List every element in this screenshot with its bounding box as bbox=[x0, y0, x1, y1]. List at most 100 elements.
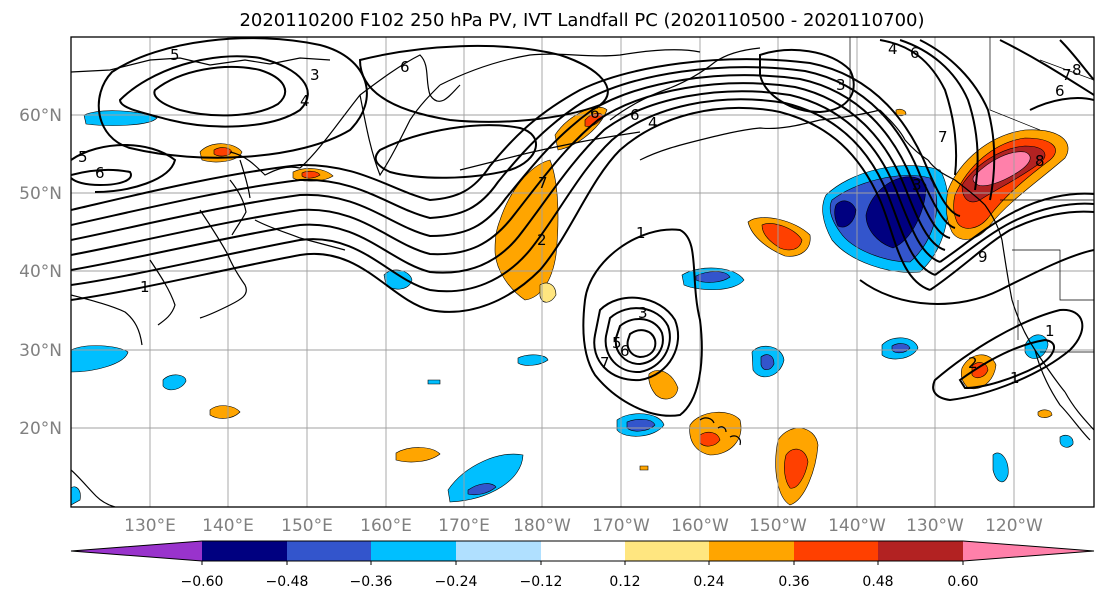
latitude-label: 20°N bbox=[19, 419, 62, 439]
colorbar-tick-label: −0.24 bbox=[435, 574, 478, 590]
colorbar-swatch bbox=[287, 541, 371, 561]
colorbar-tick-label: 0.24 bbox=[693, 574, 724, 590]
contour-label: 3 bbox=[310, 66, 320, 84]
contour-ridge-1 bbox=[929, 210, 1094, 291]
colorbar-tick-label: 0.12 bbox=[609, 574, 640, 590]
contour-label: 7 bbox=[1062, 66, 1072, 84]
pos-anomaly-pnw-pink bbox=[972, 151, 1031, 187]
contour-cutoff-2 bbox=[604, 307, 671, 374]
colorbar bbox=[70, 540, 1095, 562]
colorbar-swatch bbox=[371, 541, 456, 561]
colorbar-tick-labels: −0.60 −0.48 −0.36 −0.24 −0.12 0.12 0.24 0.36 0.4… bbox=[181, 561, 979, 590]
contour-label: 8 bbox=[1035, 152, 1045, 170]
colorbar-swatch bbox=[709, 541, 794, 561]
map-title: 2020110200 F102 250 hPa PV, IVT Landfall… bbox=[239, 10, 924, 31]
contour-ridge-7 bbox=[1029, 97, 1094, 111]
contour-alaska-trough-1 bbox=[759, 49, 855, 114]
contour-label-layer: 5 3 6 4 6 5 6 4 6 3 6 7 6 8 8 7 7 4 2 1 … bbox=[78, 40, 1082, 387]
contour-label: 4 bbox=[888, 40, 898, 58]
border-canada-1 bbox=[989, 37, 1041, 131]
contour-ridge-5 bbox=[999, 39, 1094, 96]
contour-label: 6 bbox=[910, 44, 920, 62]
coast-alaska-west bbox=[609, 47, 761, 121]
colorbar-swatch bbox=[71, 541, 202, 561]
neg-anomaly-small-5 bbox=[1059, 434, 1074, 448]
map-frame bbox=[70, 36, 1095, 508]
border-states-1 bbox=[1012, 249, 1094, 301]
colorbar-tick-label: −0.60 bbox=[181, 574, 224, 590]
contour-label: 8 bbox=[1072, 61, 1082, 79]
colorbar-tick-label: −0.48 bbox=[266, 574, 309, 590]
longitude-label: 180°W bbox=[513, 516, 571, 536]
coast-baja bbox=[1034, 349, 1091, 441]
longitude-label: 120°W bbox=[985, 516, 1043, 536]
latitude-label: 50°N bbox=[19, 184, 62, 204]
colorbar-swatch bbox=[456, 541, 541, 561]
pv-contours bbox=[71, 37, 1094, 417]
coast-japan-1 bbox=[199, 209, 247, 319]
coast-alaska-south bbox=[639, 109, 881, 161]
contour-label: 1 bbox=[1045, 322, 1055, 340]
pos-anomaly-hawaii-core bbox=[699, 431, 721, 447]
contour-label: 1 bbox=[1010, 369, 1020, 387]
neg-anomaly-japan bbox=[71, 345, 129, 373]
colorbar-tick-label: −0.36 bbox=[350, 574, 393, 590]
colorbar-tick-label: 0.48 bbox=[862, 574, 893, 590]
pos-anomaly-small-d bbox=[1037, 409, 1053, 418]
graticule bbox=[71, 37, 1094, 507]
contour-alaska-trough-4 bbox=[919, 39, 996, 201]
pos-anomaly-small-f bbox=[639, 465, 649, 471]
contour-west-small-2 bbox=[71, 144, 177, 193]
contour-label: 5 bbox=[78, 148, 88, 166]
latitude-label: 40°N bbox=[19, 262, 62, 282]
neg-anomaly-goa-core bbox=[865, 176, 927, 249]
coast-korea bbox=[149, 259, 176, 326]
contour-cutoff-outer bbox=[582, 228, 703, 417]
coast-kurils bbox=[254, 219, 346, 251]
contour-alaska-trough-3 bbox=[899, 39, 979, 191]
pos-anomaly-south-core bbox=[784, 448, 809, 489]
contour-label: 3 bbox=[638, 304, 648, 322]
contour-north-5 bbox=[374, 124, 537, 179]
contour-label: 7 bbox=[938, 128, 948, 146]
contour-cutoff-1 bbox=[593, 296, 680, 382]
contour-subtrop-east-2 bbox=[958, 338, 1055, 390]
colorbar-swatch bbox=[794, 541, 878, 561]
longitude-label: 160°E bbox=[360, 516, 412, 536]
contour-north-3 bbox=[97, 37, 368, 159]
coast-bering-north bbox=[439, 49, 701, 86]
contour-ridge-4 bbox=[859, 249, 1094, 305]
contour-north-1 bbox=[118, 55, 309, 128]
longitude-label: 140°E bbox=[202, 516, 254, 536]
colorbar-swatch bbox=[625, 541, 709, 561]
colorbar-swatch bbox=[878, 541, 963, 561]
pos-anomaly-central-core bbox=[761, 223, 803, 251]
pos-anomaly-baja-core bbox=[971, 362, 989, 379]
contour-ridge-2 bbox=[934, 202, 1094, 276]
contour-alaska-trough-2 bbox=[879, 39, 958, 176]
contour-label: 7 bbox=[600, 354, 610, 372]
contour-jet-5 bbox=[71, 74, 951, 241]
contour-west-small bbox=[71, 168, 132, 187]
contour-label: 4 bbox=[648, 114, 658, 132]
contour-label: 1 bbox=[140, 278, 150, 296]
contour-label: 6 bbox=[630, 106, 640, 124]
colorbar-swatch bbox=[963, 541, 1094, 561]
coast-siberia-north bbox=[71, 57, 331, 73]
contour-label: 6 bbox=[95, 164, 105, 182]
contour-jet-1 bbox=[71, 106, 931, 313]
contour-jet-6 bbox=[71, 66, 956, 229]
longitude-label: 140°W bbox=[828, 516, 886, 536]
colorbar-tick-label: 0.36 bbox=[778, 574, 809, 590]
contour-subtrop-east-1 bbox=[932, 308, 1084, 402]
contour-label: 5 bbox=[170, 46, 180, 64]
neg-anomaly-small-1 bbox=[162, 374, 187, 391]
longitude-label: 130°W bbox=[906, 516, 964, 536]
coast-sakhalin bbox=[239, 159, 251, 199]
contour-label: 9 bbox=[978, 248, 988, 266]
neg-anomaly-central-core bbox=[695, 271, 731, 283]
neg-anomaly-goa-core2 bbox=[834, 200, 857, 228]
coast-uswest bbox=[1001, 239, 1066, 393]
contour-label: 2 bbox=[968, 354, 978, 372]
